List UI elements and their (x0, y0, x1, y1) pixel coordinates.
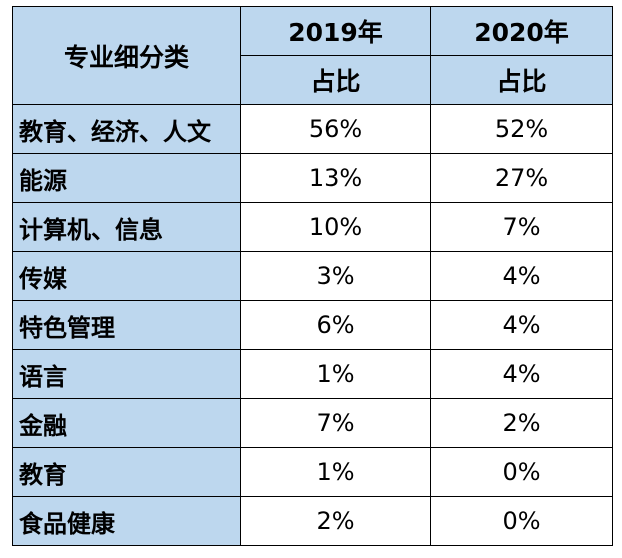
value-2019-cell: 6% (240, 300, 431, 350)
category-cell: 金融 (12, 398, 241, 448)
value-2019-cell: 1% (240, 349, 431, 399)
header-row-years: 专业细分类 2019年 2020年 (12, 6, 613, 105)
table-row: 教育、经济、人文 56% 52% (12, 104, 613, 154)
value-2019-cell: 2% (240, 496, 431, 546)
table-row: 语言 1% 4% (12, 349, 613, 399)
table-row: 教育 1% 0% (12, 447, 613, 497)
value-2019-cell: 1% (240, 447, 431, 497)
value-2019-cell: 3% (240, 251, 431, 301)
category-header: 专业细分类 (12, 6, 241, 105)
table-row: 传媒 3% 4% (12, 251, 613, 301)
table-row: 金融 7% 2% (12, 398, 613, 448)
table-row: 能源 13% 27% (12, 153, 613, 203)
major-share-table: 专业细分类 2019年 2020年 占比 占比 教育、经济、人文 56% 52%… (12, 6, 613, 546)
category-cell: 食品健康 (12, 496, 241, 546)
value-2020-cell: 0% (430, 447, 613, 497)
value-2019-cell: 7% (240, 398, 431, 448)
table-row: 计算机、信息 10% 7% (12, 202, 613, 252)
value-2020-cell: 0% (430, 496, 613, 546)
category-cell: 计算机、信息 (12, 202, 241, 252)
category-cell: 特色管理 (12, 300, 241, 350)
year-2019-header: 2019年 (240, 6, 431, 56)
share-2020-header: 占比 (430, 55, 613, 105)
value-2019-cell: 10% (240, 202, 431, 252)
value-2019-cell: 56% (240, 104, 431, 154)
category-cell: 教育 (12, 447, 241, 497)
value-2020-cell: 7% (430, 202, 613, 252)
category-cell: 语言 (12, 349, 241, 399)
value-2020-cell: 2% (430, 398, 613, 448)
header-row-share: 占比 占比 (13, 55, 613, 105)
value-2020-cell: 52% (430, 104, 613, 154)
value-2020-cell: 4% (430, 300, 613, 350)
share-2019-header: 占比 (240, 55, 431, 105)
table-row: 特色管理 6% 4% (12, 300, 613, 350)
category-cell: 传媒 (12, 251, 241, 301)
table-row: 食品健康 2% 0% (12, 496, 613, 546)
value-2020-cell: 27% (430, 153, 613, 203)
year-2020-header: 2020年 (430, 6, 613, 56)
value-2020-cell: 4% (430, 251, 613, 301)
value-2020-cell: 4% (430, 349, 613, 399)
value-2019-cell: 13% (240, 153, 431, 203)
category-cell: 教育、经济、人文 (12, 104, 241, 154)
category-cell: 能源 (12, 153, 241, 203)
